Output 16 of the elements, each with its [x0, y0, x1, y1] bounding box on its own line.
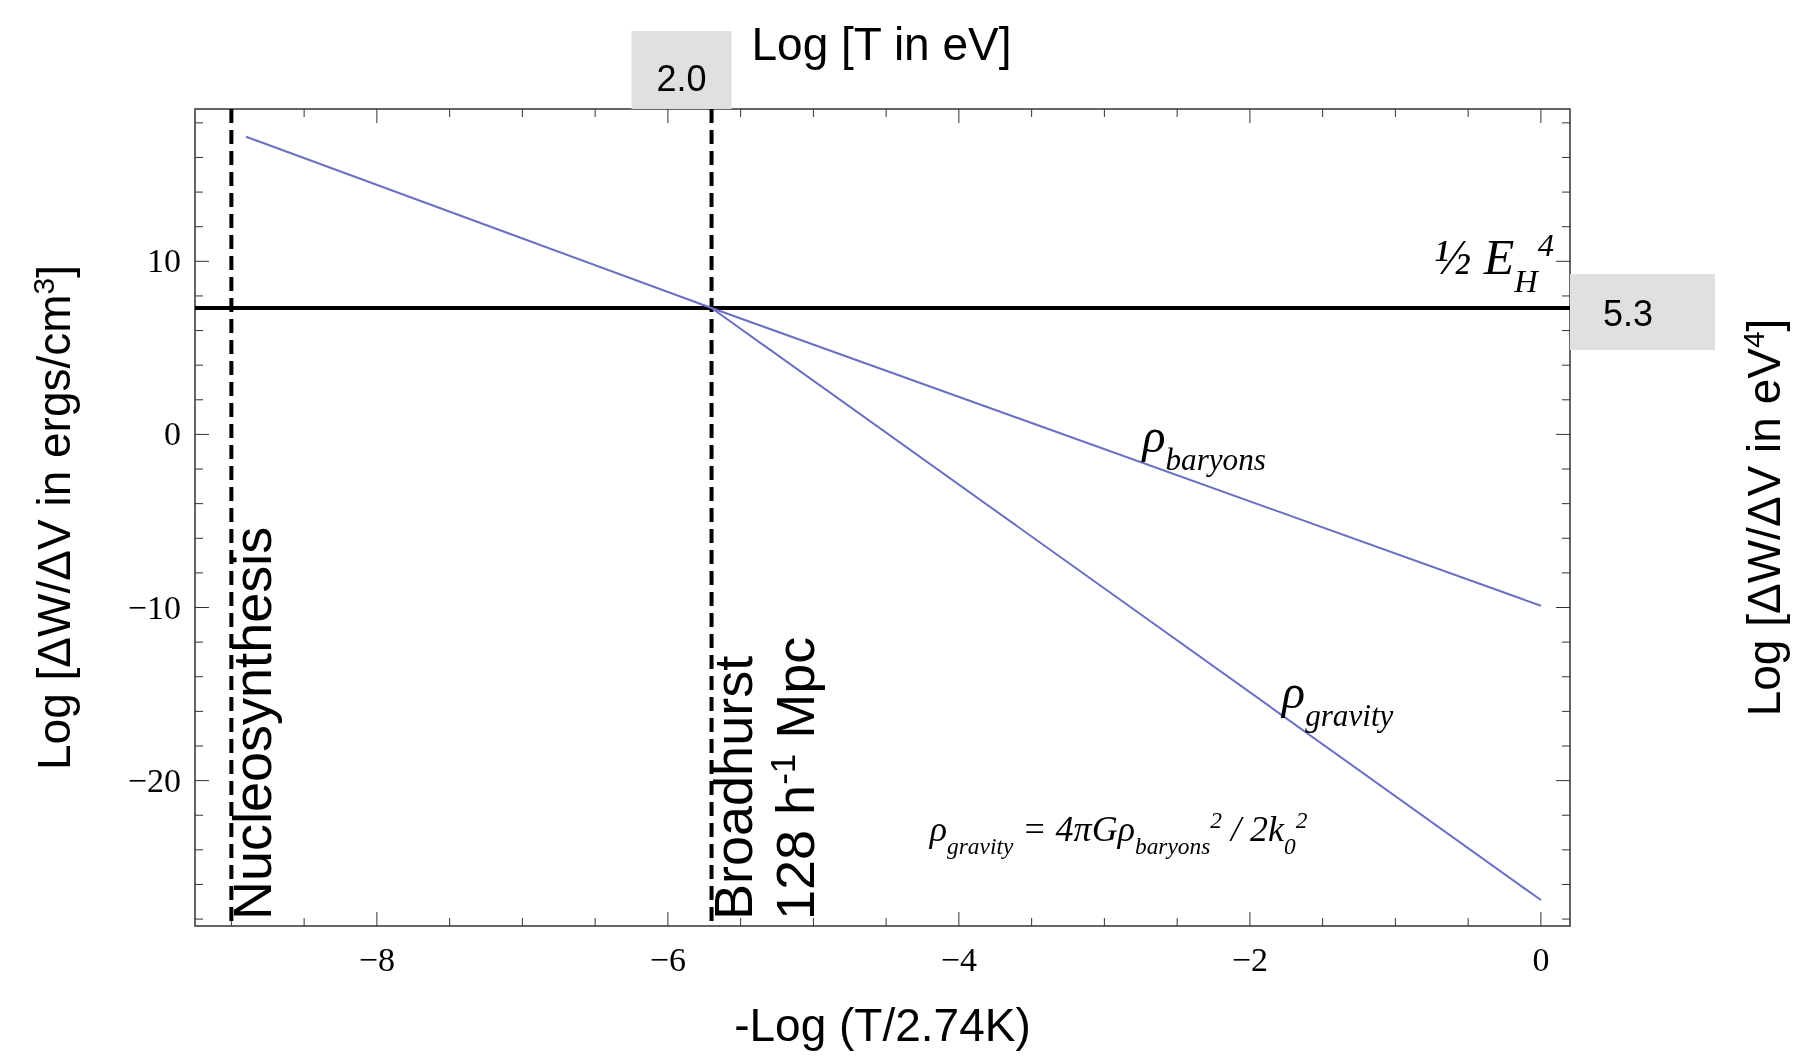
- series-label: ρ$_{baryons}$: [1140, 409, 1266, 477]
- y-tick-label: −10: [127, 588, 181, 626]
- x-tick-label: 0: [1532, 941, 1550, 978]
- annotation: 5.3: [1602, 293, 1654, 335]
- x2-axis-title: Log [T in eV]: [751, 18, 1012, 70]
- x-axis-title: -Log (T/2.74K): [734, 999, 1031, 1051]
- y-tick-label: −20: [127, 761, 181, 799]
- x-tick-label: −6: [649, 941, 686, 978]
- series-label: ρ$_{gravity}$: [1280, 665, 1394, 733]
- ref-line-label: Nucleosynthesis: [222, 526, 283, 920]
- y-tick-label: 0: [164, 415, 181, 453]
- y-tick-label: 10: [147, 242, 181, 280]
- x-tick-label: −4: [940, 941, 977, 978]
- x-tick-label: −8: [358, 941, 395, 978]
- x-tick-label: −2: [1231, 941, 1268, 978]
- annotation: 2.0: [656, 58, 707, 99]
